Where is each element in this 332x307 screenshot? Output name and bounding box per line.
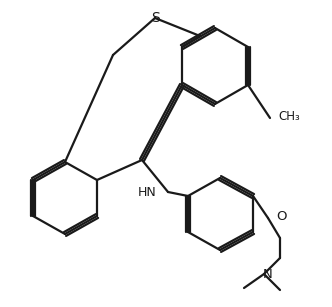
Text: HN: HN	[137, 185, 156, 199]
Text: CH₃: CH₃	[278, 110, 300, 122]
Text: N: N	[263, 267, 273, 281]
Text: S: S	[151, 11, 159, 25]
Text: O: O	[276, 209, 287, 223]
